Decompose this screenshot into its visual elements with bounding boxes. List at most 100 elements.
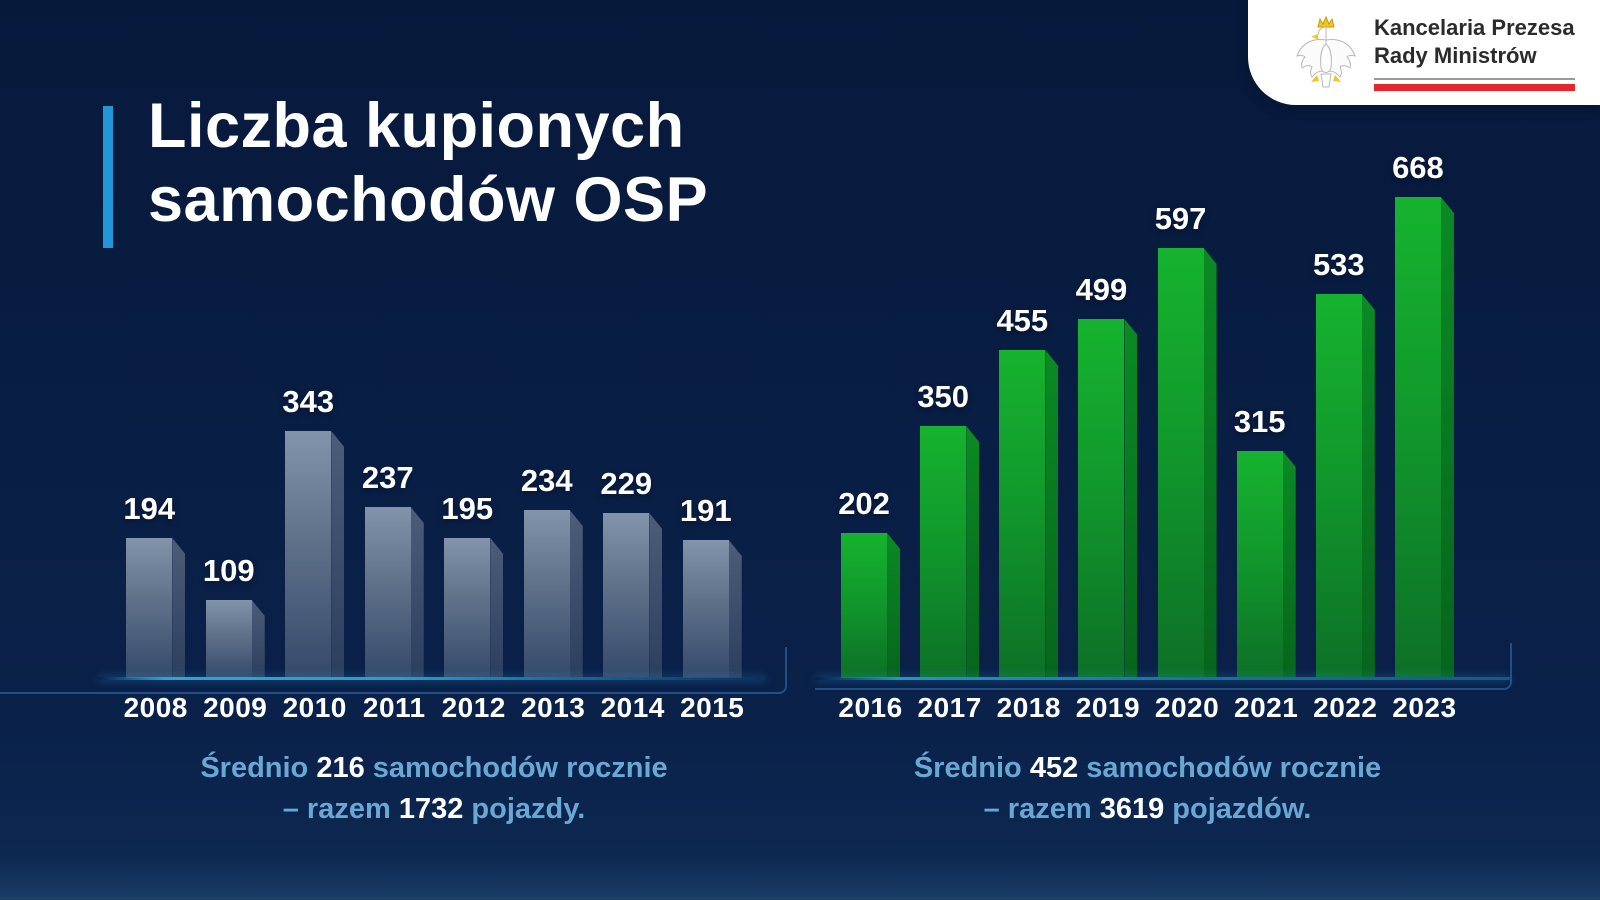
- year-label: 2009: [203, 692, 268, 723]
- bar-2021: 315: [1234, 404, 1296, 678]
- bar-value-label: 202: [838, 486, 890, 521]
- bar-2011: 237: [362, 460, 424, 678]
- bar-2020: 597: [1155, 201, 1217, 678]
- summary-line1: Średnio 452 samochodów rocznie: [913, 752, 1382, 784]
- bar-2008: 194: [123, 491, 186, 678]
- bar-value-label: 597: [1154, 201, 1207, 236]
- chart-plot: 202 350 455 499 597 315 533 668: [815, 150, 1510, 680]
- chart-frame: [815, 643, 1512, 690]
- bar-front-face: [1157, 248, 1204, 678]
- bar-slot: 533: [1306, 247, 1385, 678]
- year-label: 2012: [441, 692, 506, 723]
- year-label: 2010: [282, 692, 347, 723]
- bar-2013: 234: [521, 463, 583, 678]
- bar-slot: 195: [434, 491, 514, 678]
- page-title-line2: samochodów OSP: [148, 164, 709, 235]
- bar-value-label: 195: [441, 491, 494, 526]
- bar-side-face: [172, 538, 186, 678]
- bar-value-label: 668: [1392, 150, 1444, 185]
- bar-slot: 343: [275, 384, 355, 678]
- bar-2023: 668: [1392, 150, 1454, 678]
- year-label: 2021: [1234, 692, 1299, 723]
- summary-line1: Średnio 216 samochodów rocznie: [200, 752, 668, 784]
- bar-front-face: [1394, 197, 1441, 678]
- year-label: 2017: [917, 692, 982, 723]
- bar-front-face: [444, 538, 491, 678]
- bar-2015: 191: [680, 493, 742, 678]
- page-title-line1: Liczba kupionych: [148, 91, 685, 161]
- bar-slot: 597: [1148, 201, 1227, 678]
- polish-eagle-emblem-icon: [1296, 15, 1356, 87]
- page-title: Liczba kupionych samochodów OSP: [148, 90, 708, 237]
- year-label: 2011: [362, 692, 426, 723]
- bar-front-face: [682, 540, 729, 678]
- bar-value-label: 343: [282, 384, 335, 419]
- logo-gray-rule: [1374, 78, 1575, 81]
- year-label: 2008: [123, 692, 188, 723]
- bar-value-label: 533: [1312, 247, 1365, 282]
- bar-value-label: 191: [679, 493, 732, 528]
- bar-side-face: [1440, 197, 1454, 678]
- bar-front-face: [1236, 451, 1283, 678]
- bar-value-label: 499: [1075, 272, 1128, 307]
- logo-line2: Rady Ministrów: [1374, 43, 1537, 68]
- logo-card: Kancelaria Prezesa Rady Ministrów: [1248, 0, 1600, 105]
- bar-front-face: [920, 426, 967, 678]
- chart-2008-2015: 194 109 343 237 195 234 229 191 2008 2009 2010 201…: [0, 178, 787, 830]
- bar-front-face: [999, 350, 1046, 678]
- chart-plot: 194 109 343 237 195 234 229 191: [98, 178, 766, 680]
- logo-text: Kancelaria Prezesa Rady Ministrów: [1374, 14, 1575, 92]
- bar-2014: 229: [600, 466, 663, 678]
- bar-side-face: [966, 426, 980, 678]
- chart-summary: Średnio 216 samochodów rocznie – razem 1…: [116, 748, 752, 830]
- bar-front-face: [364, 507, 411, 678]
- bar-side-face: [490, 538, 504, 678]
- chart-2016-2023: 202 350 455 499 597 315 533 668 2016 2017 2018 201…: [815, 150, 1512, 830]
- bar-side-face: [1045, 350, 1059, 678]
- bar-value-label: 455: [996, 303, 1049, 338]
- bar-2016: 202: [838, 486, 901, 678]
- bar-value-label: 315: [1233, 404, 1286, 439]
- bar-slot: 668: [1385, 150, 1464, 678]
- bar-slot: 191: [673, 493, 753, 678]
- chart-baseline: [815, 677, 1510, 680]
- bar-slot: 202: [831, 486, 910, 678]
- bar-front-face: [523, 510, 570, 678]
- year-label: 2020: [1154, 692, 1220, 723]
- bar-value-label: 237: [361, 460, 414, 495]
- bar-side-face: [331, 431, 345, 678]
- chart-baseline: [98, 677, 766, 680]
- bar-value-label: 229: [600, 466, 653, 501]
- bar-value-label: 109: [202, 553, 255, 588]
- year-label: 2015: [680, 692, 745, 723]
- bar-slot: 229: [593, 466, 673, 678]
- year-label: 2014: [600, 692, 665, 723]
- year-label: 2023: [1392, 692, 1457, 723]
- bar-side-face: [251, 600, 265, 678]
- bar-2017: 350: [917, 379, 980, 678]
- bottom-edge-line: [0, 897, 1600, 900]
- bar-slot: 109: [196, 553, 276, 678]
- bar-side-face: [1124, 319, 1138, 678]
- year-label: 2018: [996, 692, 1061, 723]
- bar-front-face: [285, 431, 332, 678]
- bar-side-face: [728, 540, 742, 678]
- bar-slot: 234: [514, 463, 594, 678]
- bar-side-face: [649, 513, 663, 678]
- bar-side-face: [1203, 248, 1217, 678]
- bar-side-face: [1282, 451, 1296, 678]
- years-row: 2008 2009 2010 2011 2012 2013 2014 2015: [116, 692, 752, 724]
- bar-side-face: [887, 533, 901, 678]
- bar-value-label: 194: [123, 491, 176, 526]
- logo-line1: Kancelaria Prezesa: [1374, 14, 1575, 40]
- bar-2019: 499: [1076, 272, 1138, 678]
- bar-slot: 194: [116, 491, 196, 678]
- bar-2009: 109: [203, 553, 265, 678]
- bar-2018: 455: [996, 303, 1059, 678]
- year-label: 2022: [1313, 692, 1378, 723]
- summary-line2: – razem 1732 pojazdy.: [282, 793, 586, 826]
- bar-front-face: [1078, 319, 1125, 678]
- bar-side-face: [410, 507, 424, 678]
- chart-frame: [0, 647, 787, 694]
- years-row: 2016 2017 2018 2019 2020 2021 2022 2023: [831, 692, 1464, 724]
